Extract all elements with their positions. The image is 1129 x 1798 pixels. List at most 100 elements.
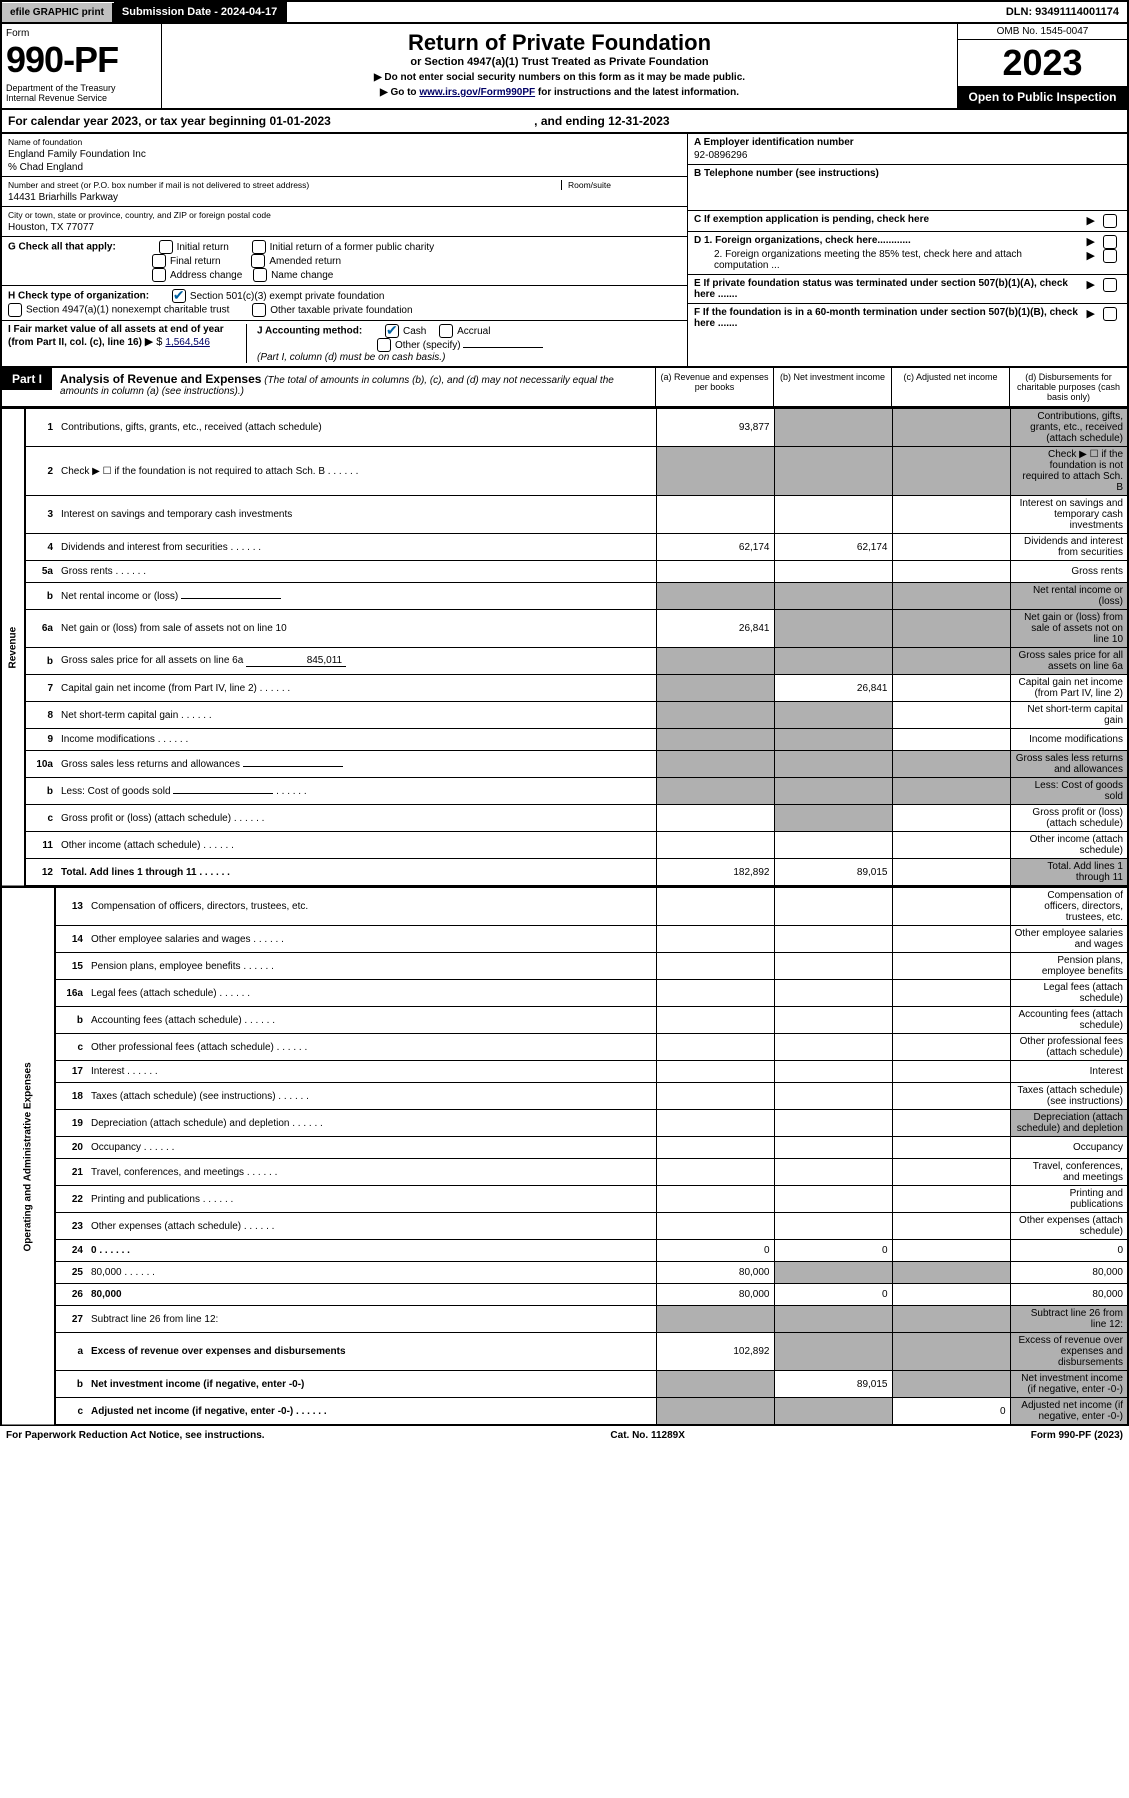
amt-c: [892, 561, 1010, 583]
line-desc: Gross rents . . . . . .: [57, 561, 656, 583]
table-row: aExcess of revenue over expenses and dis…: [1, 1333, 1128, 1371]
amt-c: [892, 583, 1010, 610]
col-d: (d) Disbursements for charitable purpose…: [1009, 368, 1127, 406]
line-desc: 80,000: [87, 1284, 656, 1306]
line-desc: Total. Add lines 1 through 11 . . . . . …: [57, 859, 656, 887]
form-header: Form 990-PF Department of the TreasuryIn…: [0, 24, 1129, 110]
table-row: 7Capital gain net income (from Part IV, …: [1, 675, 1128, 702]
chk-amended[interactable]: [251, 254, 265, 268]
fmv-link[interactable]: 1,564,546: [165, 337, 210, 348]
footer-left: For Paperwork Reduction Act Notice, see …: [6, 1430, 265, 1441]
table-row: 11Other income (attach schedule) . . . .…: [1, 832, 1128, 859]
form-subtitle: or Section 4947(a)(1) Trust Treated as P…: [170, 56, 949, 68]
line-desc: Income modifications . . . . . .: [57, 729, 656, 751]
line-num: 18: [55, 1083, 87, 1110]
table-row: 6aNet gain or (loss) from sale of assets…: [1, 610, 1128, 648]
irs-link[interactable]: www.irs.gov/Form990PF: [419, 87, 535, 98]
chk-e[interactable]: [1103, 278, 1117, 292]
line-num: 17: [55, 1061, 87, 1083]
form-word: Form: [6, 28, 157, 39]
amt-b: [774, 832, 892, 859]
chk-4947[interactable]: [8, 303, 22, 317]
chk-name[interactable]: [253, 268, 267, 282]
table-row: bNet rental income or (loss) Net rental …: [1, 583, 1128, 610]
amt-b: [774, 1306, 892, 1333]
amt-d: 80,000: [1010, 1262, 1128, 1284]
amt-a: 80,000: [656, 1262, 774, 1284]
line-num: 2: [25, 447, 57, 496]
amt-d: Contributions, gifts, grants, etc., rece…: [1010, 409, 1128, 447]
efile-badge[interactable]: efile GRAPHIC print: [2, 3, 114, 22]
amt-a: [656, 832, 774, 859]
table-row: cGross profit or (loss) (attach schedule…: [1, 805, 1128, 832]
chk-c[interactable]: [1103, 214, 1117, 228]
amt-a: [656, 1061, 774, 1083]
amt-b: 0: [774, 1240, 892, 1262]
amt-b: [774, 648, 892, 675]
chk-other-tax[interactable]: [252, 303, 266, 317]
amt-c: [892, 1284, 1010, 1306]
amt-d: Gross sales price for all assets on line…: [1010, 648, 1128, 675]
amt-c: [892, 1333, 1010, 1371]
amt-c: [892, 1306, 1010, 1333]
amt-b: [774, 751, 892, 778]
chk-other-method[interactable]: [377, 338, 391, 352]
amt-a: [656, 953, 774, 980]
chk-501c3[interactable]: [172, 289, 186, 303]
line-desc: Check ▶ ☐ if the foundation is not requi…: [57, 447, 656, 496]
amt-c: [892, 751, 1010, 778]
table-row: 8Net short-term capital gain . . . . . .…: [1, 702, 1128, 729]
omb: OMB No. 1545-0047: [958, 24, 1127, 40]
amt-c: [892, 729, 1010, 751]
note-link: ▶ Go to www.irs.gov/Form990PF for instru…: [170, 87, 949, 98]
amt-d: Interest: [1010, 1061, 1128, 1083]
table-row: 16aLegal fees (attach schedule) . . . . …: [1, 980, 1128, 1007]
footer-mid: Cat. No. 11289X: [610, 1430, 684, 1441]
amt-a: [656, 1034, 774, 1061]
table-row: Revenue1Contributions, gifts, grants, et…: [1, 409, 1128, 447]
table-row: bNet investment income (if negative, ent…: [1, 1371, 1128, 1398]
chk-f[interactable]: [1103, 307, 1117, 321]
amt-b: [774, 888, 892, 926]
amt-b: [774, 447, 892, 496]
chk-final[interactable]: [152, 254, 166, 268]
line-desc: Taxes (attach schedule) (see instruction…: [87, 1083, 656, 1110]
line-num: 24: [55, 1240, 87, 1262]
chk-initial-former[interactable]: [252, 240, 266, 254]
table-row: 2580,000 . . . . . .80,00080,000: [1, 1262, 1128, 1284]
amt-c: [892, 1262, 1010, 1284]
amt-d: Gross profit or (loss) (attach schedule): [1010, 805, 1128, 832]
table-row: cOther professional fees (attach schedul…: [1, 1034, 1128, 1061]
line-desc: Net investment income (if negative, ente…: [87, 1371, 656, 1398]
amt-b: 26,841: [774, 675, 892, 702]
amt-a: [656, 1213, 774, 1240]
submission-date: Submission Date - 2024-04-17: [114, 2, 287, 22]
line-num: 5a: [25, 561, 57, 583]
chk-initial[interactable]: [159, 240, 173, 254]
amt-d: Net rental income or (loss): [1010, 583, 1128, 610]
line-desc: Net short-term capital gain . . . . . .: [57, 702, 656, 729]
line-num: 22: [55, 1186, 87, 1213]
amt-a: 102,892: [656, 1333, 774, 1371]
amt-b: [774, 1186, 892, 1213]
amt-c: [892, 926, 1010, 953]
chk-cash[interactable]: [385, 324, 399, 338]
line-num: 23: [55, 1213, 87, 1240]
line-desc: Adjusted net income (if negative, enter …: [87, 1398, 656, 1426]
form-title: Return of Private Foundation: [170, 30, 949, 56]
line-desc: 80,000 . . . . . .: [87, 1262, 656, 1284]
table-row: 5aGross rents . . . . . .Gross rents: [1, 561, 1128, 583]
table-row: 17Interest . . . . . .Interest: [1, 1061, 1128, 1083]
chk-d1[interactable]: [1103, 235, 1117, 249]
chk-d2[interactable]: [1103, 249, 1117, 263]
side-label: Revenue: [1, 409, 25, 887]
table-row: 3Interest on savings and temporary cash …: [1, 496, 1128, 534]
amt-b: [774, 702, 892, 729]
amt-d: Depreciation (attach schedule) and deple…: [1010, 1110, 1128, 1137]
amt-b: [774, 409, 892, 447]
chk-address[interactable]: [152, 268, 166, 282]
line-num: 15: [55, 953, 87, 980]
amt-c: [892, 1083, 1010, 1110]
amt-b: [774, 1333, 892, 1371]
chk-accrual[interactable]: [439, 324, 453, 338]
